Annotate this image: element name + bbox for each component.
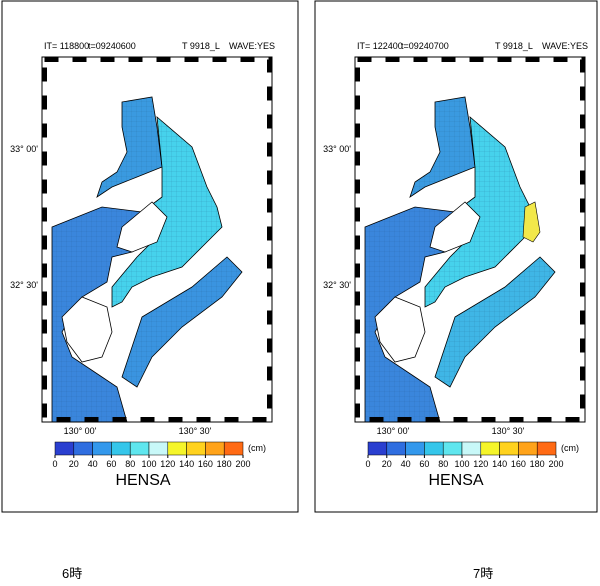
colorbar-bin xyxy=(148,441,169,456)
lat-label: 33° 00' xyxy=(323,144,351,154)
map xyxy=(354,56,586,423)
colorbar-tick-label: 40 xyxy=(88,459,98,469)
colorbar-label: HENSA xyxy=(115,472,170,489)
panel-frame xyxy=(314,0,598,513)
mesh xyxy=(409,96,476,198)
colorbar-label: HENSA xyxy=(428,472,483,489)
colorbar-tick-label: 180 xyxy=(217,459,232,469)
high-area xyxy=(522,201,541,243)
colorbar-bin xyxy=(111,441,131,456)
header-it: IT= 122400 xyxy=(357,41,403,51)
colorbar-tick-label: 20 xyxy=(382,459,392,469)
lon-label: 130° 30' xyxy=(179,426,212,436)
header-wave: WAVE:YES xyxy=(542,41,588,51)
colorbar-bin xyxy=(54,441,75,456)
colorbar-tick-label: 100 xyxy=(141,459,156,469)
map-border xyxy=(354,56,586,423)
mesh xyxy=(121,256,243,388)
island xyxy=(374,296,426,363)
colorbar-tick-label: 160 xyxy=(511,459,526,469)
colorbar-tick-label: 80 xyxy=(125,459,135,469)
header-it: IT= 118800 xyxy=(44,41,89,51)
colorbar-bin xyxy=(386,441,406,456)
header-wave: WAVE:YES xyxy=(229,41,275,51)
colorbar-tick-label: 140 xyxy=(492,459,507,469)
island xyxy=(429,201,481,253)
colorbar-tick-label: 180 xyxy=(530,459,545,469)
colorbar-tick-label: 0 xyxy=(52,459,57,469)
colorbar-bin xyxy=(129,441,150,456)
colorbar-bin xyxy=(223,441,244,456)
map-border xyxy=(41,56,273,423)
colorbar-unit: (cm) xyxy=(248,443,266,453)
lon-label: 130° 30' xyxy=(492,426,525,436)
colorbar-bin xyxy=(424,441,444,456)
lat-label: 33° 00' xyxy=(10,144,38,154)
colorbar-tick-label: 60 xyxy=(419,459,429,469)
colorbar-tick-label: 20 xyxy=(69,459,79,469)
island xyxy=(61,296,113,363)
mesh xyxy=(434,256,556,388)
colorbar-bin xyxy=(442,441,463,456)
colorbar-bin xyxy=(367,441,388,456)
colorbar-tick-label: 40 xyxy=(401,459,411,469)
lat-label: 32° 30' xyxy=(323,280,351,290)
colorbar-bin xyxy=(205,441,225,456)
header-case: T 9918_L xyxy=(495,41,533,51)
colorbar-tick-label: 140 xyxy=(179,459,194,469)
caption: 6時 xyxy=(62,566,82,581)
header-time: t=09240600 xyxy=(88,41,136,51)
colorbar-tick-label: 100 xyxy=(454,459,469,469)
map-border-ticks xyxy=(355,57,585,422)
colorbar-bin xyxy=(186,441,206,456)
island xyxy=(116,201,168,253)
colorbar-tick-label: 160 xyxy=(198,459,213,469)
colorbar-tick-label: 0 xyxy=(365,459,370,469)
panel-frame xyxy=(1,0,299,513)
colorbar-bin xyxy=(92,441,112,456)
caption: 7時 xyxy=(473,566,493,581)
colorbar-unit: (cm) xyxy=(561,443,579,453)
colorbar-bin xyxy=(405,441,425,456)
header-time: t=09240700 xyxy=(401,41,449,51)
lon-label: 130° 00' xyxy=(377,426,410,436)
lat-label: 32° 30' xyxy=(10,280,38,290)
colorbar-tick-label: 200 xyxy=(548,459,563,469)
colorbar-tick-label: 80 xyxy=(438,459,448,469)
colorbar-tick-label: 60 xyxy=(106,459,116,469)
map xyxy=(41,56,273,423)
colorbar-bin xyxy=(518,441,538,456)
colorbar-bin xyxy=(536,441,557,456)
colorbar-bin xyxy=(461,441,482,456)
colorbar-bin xyxy=(480,441,500,456)
lon-label: 130° 00' xyxy=(64,426,97,436)
colorbar-tick-label: 200 xyxy=(235,459,250,469)
colorbar-bin xyxy=(499,441,519,456)
colorbar-tick-label: 120 xyxy=(473,459,488,469)
colorbar-tick-label: 120 xyxy=(160,459,175,469)
colorbar-bin xyxy=(73,441,93,456)
header-case: T 9918_L xyxy=(182,41,220,51)
map-border-ticks xyxy=(42,57,272,422)
colorbar-bin xyxy=(167,441,187,456)
mesh xyxy=(96,96,163,198)
